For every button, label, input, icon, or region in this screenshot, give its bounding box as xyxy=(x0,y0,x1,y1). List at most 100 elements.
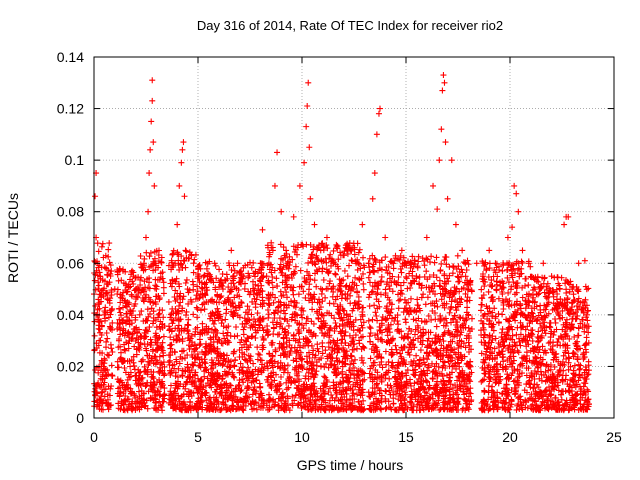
scatter-point xyxy=(448,157,455,164)
y-tick-label: 0.06 xyxy=(57,255,84,271)
scatter-point xyxy=(373,131,380,138)
scatter-point xyxy=(304,102,311,109)
scatter-point xyxy=(430,182,437,189)
scatter-point xyxy=(159,324,166,331)
scatter-point xyxy=(150,139,157,146)
scatter-point xyxy=(290,213,297,220)
scatter-point xyxy=(274,149,281,156)
scatter-point xyxy=(442,139,449,146)
scatter-point xyxy=(504,234,511,241)
scatter-point xyxy=(434,206,441,213)
scatter-point xyxy=(130,273,137,280)
scatter-point xyxy=(575,260,582,267)
scatter-point xyxy=(172,260,179,267)
scatter-point xyxy=(284,260,291,267)
y-tick-label: 0.1 xyxy=(65,152,85,168)
scatter-point xyxy=(371,170,378,177)
x-tick-label: 5 xyxy=(194,429,202,445)
scatter-point xyxy=(413,273,420,280)
scatter-point xyxy=(444,195,451,202)
scatter-point xyxy=(211,260,218,267)
x-axis-label: GPS time / hours xyxy=(297,457,404,473)
scatter-point xyxy=(97,273,104,280)
scatter-point xyxy=(479,273,486,280)
scatter-point xyxy=(519,247,526,254)
scatter-point xyxy=(145,208,152,215)
scatter-point xyxy=(509,224,516,231)
scatter-point xyxy=(179,146,186,153)
scatter-point xyxy=(263,273,270,280)
scatter-point xyxy=(240,273,247,280)
scatter-point xyxy=(182,247,189,254)
scatter-point xyxy=(382,234,389,241)
scatter-point xyxy=(498,286,505,293)
scatter-point xyxy=(556,286,563,293)
scatter-point xyxy=(228,247,235,254)
scatter-point xyxy=(515,208,522,215)
scatter-point xyxy=(305,79,312,86)
scatter-point xyxy=(330,260,337,267)
scatter-point xyxy=(398,247,405,254)
x-tick-label: 25 xyxy=(606,429,622,445)
scatter-point xyxy=(419,255,426,262)
density-layer xyxy=(91,239,592,414)
scatter-point xyxy=(153,286,160,293)
plot-frame xyxy=(93,56,615,419)
scatter-point xyxy=(124,298,131,305)
scatter-point xyxy=(271,182,278,189)
scatter-point xyxy=(259,226,266,233)
scatter-point xyxy=(306,144,313,151)
scatter-point xyxy=(149,77,156,84)
data-points xyxy=(92,72,590,370)
scatter-point xyxy=(178,159,185,166)
y-axis-label: ROTI / TECUs xyxy=(5,193,21,283)
x-tick-label: 10 xyxy=(294,429,310,445)
scatter-point xyxy=(439,87,446,94)
y-tick-label: 0.08 xyxy=(57,204,84,220)
scatter-point xyxy=(219,286,226,293)
scatter-point xyxy=(180,139,187,146)
scatter-point xyxy=(492,260,499,267)
scatter-point xyxy=(569,286,576,293)
scatter-point xyxy=(407,260,414,267)
scatter-point xyxy=(377,105,383,112)
scatter-point xyxy=(152,298,159,305)
y-tick-label: 0.12 xyxy=(57,101,84,117)
scatter-point xyxy=(188,298,195,305)
scatter-point xyxy=(375,110,382,117)
scatter-point xyxy=(353,260,360,267)
scatter-point xyxy=(511,182,518,189)
scatter-point xyxy=(540,260,547,267)
scatter-point xyxy=(278,208,285,215)
scatter-point xyxy=(344,273,351,280)
scatter-point xyxy=(548,273,555,280)
y-tick-label: 0 xyxy=(76,410,84,426)
scatter-point xyxy=(249,298,256,305)
scatter-point xyxy=(176,182,183,189)
scatter-point xyxy=(369,195,376,202)
y-tick-label: 0.02 xyxy=(57,358,84,374)
scatter-point xyxy=(165,298,172,305)
scatter-point xyxy=(95,286,102,293)
scatter-point xyxy=(234,260,241,267)
scatter-point xyxy=(151,260,158,267)
scatter-point xyxy=(155,311,162,318)
scatter-point xyxy=(311,221,318,228)
scatter-point xyxy=(561,221,568,228)
scatter-point xyxy=(92,193,99,200)
scatter-point xyxy=(579,298,586,305)
scatter-point xyxy=(513,190,520,197)
scatter-point xyxy=(149,97,156,104)
x-tick-label: 0 xyxy=(90,429,98,445)
scatter-point xyxy=(303,123,310,130)
scatter-point xyxy=(257,260,264,267)
x-tick-label: 20 xyxy=(502,429,518,445)
scatter-point xyxy=(301,159,308,166)
scatter-point xyxy=(203,298,210,305)
scatter-point xyxy=(255,286,262,293)
scatter-point xyxy=(525,260,532,267)
scatter-point xyxy=(436,157,443,164)
scatter-point xyxy=(148,118,155,125)
scatter-point xyxy=(581,257,588,264)
